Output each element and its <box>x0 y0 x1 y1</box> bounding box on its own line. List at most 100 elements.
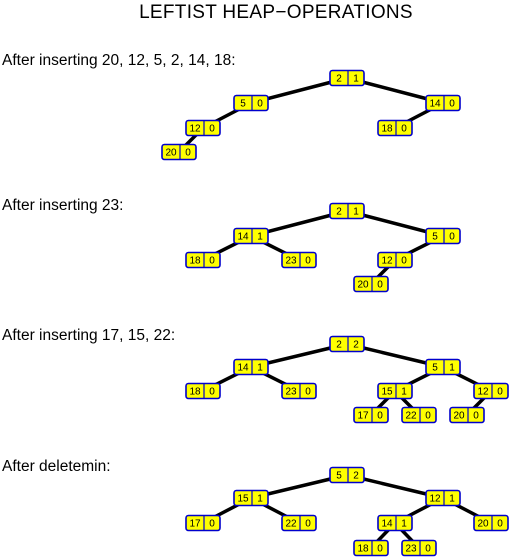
node-npl: 1 <box>449 494 455 505</box>
heap-node: 20 0 <box>161 143 197 161</box>
node-box <box>473 382 509 400</box>
node-key: 12 <box>429 494 441 505</box>
node-box <box>425 94 461 112</box>
node-key: 15 <box>237 494 249 505</box>
node-key: 14 <box>237 363 249 374</box>
heap-node: 17 0 <box>353 406 389 424</box>
node-box <box>377 382 413 400</box>
node-npl: 1 <box>257 494 263 505</box>
node-key: 18 <box>189 256 201 267</box>
node-key: 17 <box>189 519 201 530</box>
node-key: 12 <box>381 256 393 267</box>
node-npl: 1 <box>449 363 455 374</box>
node-box <box>185 251 221 269</box>
node-npl: 2 <box>353 471 359 482</box>
node-npl: 0 <box>425 544 431 555</box>
node-box <box>233 94 269 112</box>
node-box <box>329 202 365 220</box>
node-npl: 0 <box>401 124 407 135</box>
node-box <box>377 251 413 269</box>
node-npl: 0 <box>401 256 407 267</box>
heap-node: 15 1 <box>377 382 413 400</box>
node-box <box>353 406 389 424</box>
node-key: 14 <box>237 232 249 243</box>
heap-node: 22 0 <box>281 514 317 532</box>
node-box <box>473 514 509 532</box>
stage-4-caption: After deletemin: <box>2 458 111 475</box>
node-box <box>401 406 437 424</box>
node-box <box>329 335 365 353</box>
node-box <box>281 382 317 400</box>
node-npl: 0 <box>449 99 455 110</box>
heap-node: 22 0 <box>401 406 437 424</box>
node-key: 23 <box>285 387 297 398</box>
node-key: 22 <box>285 519 297 530</box>
heap-node: 23 0 <box>401 539 437 557</box>
heap-node: 14 1 <box>377 514 413 532</box>
stage-3-tree: 2 214 1 5 118 0 23 0 15 1 12 017 0 22 0 20 0 <box>185 335 509 424</box>
node-key: 23 <box>285 256 297 267</box>
heap-node: 17 0 <box>185 514 221 532</box>
heap-node: 12 0 <box>185 119 221 137</box>
node-npl: 0 <box>497 519 503 530</box>
node-npl: 0 <box>473 411 479 422</box>
node-key: 14 <box>429 99 441 110</box>
heap-node: 20 0 <box>449 406 485 424</box>
node-npl: 1 <box>257 363 263 374</box>
node-npl: 1 <box>353 207 359 218</box>
node-key: 2 <box>336 340 342 351</box>
node-npl: 0 <box>209 124 215 135</box>
stage-2-tree: 2 114 1 5 018 0 23 0 12 020 0 <box>185 202 461 293</box>
node-npl: 0 <box>377 280 383 291</box>
node-key: 15 <box>381 387 393 398</box>
node-box <box>353 275 389 293</box>
stage-3-caption: After inserting 17, 15, 22: <box>2 327 176 344</box>
node-npl: 0 <box>377 411 383 422</box>
heap-node: 18 0 <box>377 119 413 137</box>
node-key: 20 <box>357 280 369 291</box>
node-box <box>425 489 461 507</box>
node-npl: 0 <box>209 256 215 267</box>
node-box <box>281 251 317 269</box>
node-box <box>281 514 317 532</box>
node-key: 20 <box>165 148 177 159</box>
node-box <box>233 358 269 376</box>
node-box <box>329 466 365 484</box>
heap-node: 23 0 <box>281 382 317 400</box>
node-box <box>425 358 461 376</box>
node-key: 20 <box>477 519 489 530</box>
node-npl: 2 <box>353 340 359 351</box>
stage-1-tree: 2 15 0 14 012 0 18 020 0 <box>161 69 461 161</box>
stage-4-tree: 5 2 15 1 12 1 17 0 22 0 14 1 20 0 18 0 23 0 <box>185 466 509 557</box>
node-key: 12 <box>189 124 201 135</box>
node-key: 22 <box>405 411 417 422</box>
node-box <box>377 119 413 137</box>
node-box <box>185 382 221 400</box>
node-box <box>401 539 437 557</box>
node-key: 5 <box>240 99 246 110</box>
node-box <box>161 143 197 161</box>
stage-2-caption: After inserting 23: <box>2 197 124 214</box>
node-npl: 0 <box>209 519 215 530</box>
node-key: 18 <box>189 387 201 398</box>
node-npl: 1 <box>353 74 359 85</box>
node-npl: 1 <box>401 519 407 530</box>
heap-node: 23 0 <box>281 251 317 269</box>
node-key: 20 <box>453 411 465 422</box>
node-box <box>233 227 269 245</box>
node-key: 2 <box>336 74 342 85</box>
node-npl: 0 <box>209 387 215 398</box>
node-key: 18 <box>357 544 369 555</box>
node-npl: 0 <box>257 99 263 110</box>
node-npl: 0 <box>185 148 191 159</box>
heap-node: 14 1 <box>233 227 269 245</box>
node-box <box>185 119 221 137</box>
page-title: LEFTIST HEAP−OPERATIONS <box>139 2 413 23</box>
heap-node: 14 1 <box>233 358 269 376</box>
node-box <box>377 514 413 532</box>
